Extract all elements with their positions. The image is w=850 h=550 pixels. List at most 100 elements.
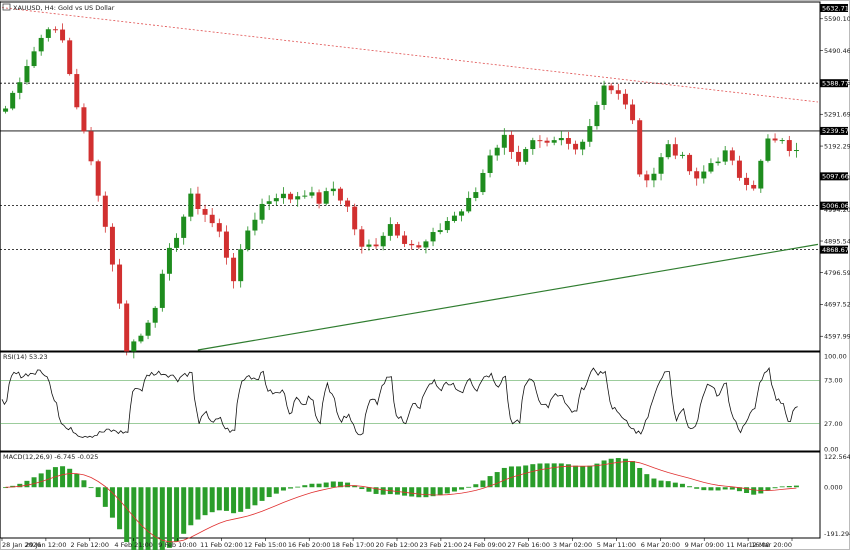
macd-bar xyxy=(273,487,279,494)
time-tick-label: 24 Feb 09:00 xyxy=(463,541,506,549)
time-tick-label: 4 Feb 21:00 xyxy=(114,541,153,549)
candle xyxy=(195,186,201,215)
macd-bar xyxy=(594,463,600,488)
candle xyxy=(501,128,507,155)
macd-bar xyxy=(394,487,400,495)
candle xyxy=(587,118,593,147)
macd-bar xyxy=(67,468,73,488)
macd-bar xyxy=(38,473,44,488)
macd-bar xyxy=(366,487,372,492)
candle xyxy=(380,232,386,251)
macd-bar xyxy=(679,483,685,488)
resistance-trendline[interactable] xyxy=(1,7,819,103)
candle xyxy=(637,118,643,177)
macd-bar xyxy=(81,480,87,488)
candle xyxy=(223,225,229,265)
candle xyxy=(736,155,742,181)
macd-bar xyxy=(145,487,151,550)
candle xyxy=(10,90,16,111)
candle xyxy=(708,158,714,174)
macd-bar xyxy=(487,476,493,488)
candle xyxy=(245,226,251,252)
candle xyxy=(779,137,785,144)
horizontal-levels xyxy=(0,82,820,251)
macd-bar xyxy=(352,485,358,488)
price-level-label: 4868.67 xyxy=(820,245,849,254)
macd-signal-line xyxy=(5,461,797,543)
macd-bar xyxy=(330,481,336,488)
macd-bar xyxy=(359,487,365,490)
macd-bar xyxy=(409,487,415,497)
candle xyxy=(74,68,80,110)
macd-bar xyxy=(131,487,137,550)
price-panel[interactable]: 5590.105490.465391.055291.695192.295093.… xyxy=(0,1,850,359)
candle xyxy=(38,34,44,56)
candlesticks xyxy=(3,23,799,359)
macd-bar xyxy=(223,487,229,511)
candle xyxy=(366,239,372,251)
rsi-levels xyxy=(0,380,820,424)
candle xyxy=(45,27,51,42)
macd-tick-label: -191.294 xyxy=(824,530,850,538)
macd-panel[interactable]: 122.564 0.000 -191.294 MACD(12,26,9) -6.74… xyxy=(0,451,850,550)
macd-bar xyxy=(231,487,237,514)
svg-text:5388.77: 5388.77 xyxy=(822,79,849,87)
macd-bar xyxy=(373,487,379,494)
time-tick-label: 27 Feb 16:00 xyxy=(507,541,550,549)
candle xyxy=(359,225,365,254)
trendlines xyxy=(1,7,819,351)
macd-bar xyxy=(744,487,750,493)
price-tick-label: 5192.29 xyxy=(824,142,850,150)
price-tick-label: 5291.69 xyxy=(824,111,850,119)
candle xyxy=(209,208,215,228)
macd-bar xyxy=(430,487,436,497)
macd-bar xyxy=(345,482,351,488)
time-tick-label: 6 Mar 20:00 xyxy=(641,541,680,549)
candle xyxy=(751,180,757,191)
macd-bar xyxy=(202,487,208,516)
candle xyxy=(758,159,764,193)
svg-text:5097.66: 5097.66 xyxy=(822,173,849,181)
candle xyxy=(409,240,415,250)
candle xyxy=(52,26,58,33)
time-tick-label: 5 Mar 11:00 xyxy=(597,541,636,549)
macd-bar xyxy=(309,483,315,488)
macd-bar xyxy=(195,487,201,520)
macd-bar xyxy=(537,463,543,488)
rsi-axis: 100.00 73.00 27.00 0.00 xyxy=(824,352,847,453)
macd-bar xyxy=(501,467,507,488)
candle xyxy=(387,217,393,241)
macd-bar xyxy=(459,487,465,490)
macd-bar xyxy=(437,487,443,496)
macd-bar xyxy=(751,487,757,495)
macd-bar xyxy=(402,487,408,496)
candle xyxy=(373,238,379,249)
candle xyxy=(138,333,144,344)
macd-bar xyxy=(266,487,272,498)
macd-bar xyxy=(651,478,657,488)
candle xyxy=(622,89,628,110)
macd-bar xyxy=(45,469,51,488)
candle xyxy=(88,126,94,166)
macd-bar xyxy=(380,487,386,495)
rsi-panel[interactable]: 100.00 73.00 27.00 0.00 RSI(14) 53.23 xyxy=(0,351,847,453)
candle xyxy=(394,221,400,239)
macd-bar xyxy=(665,481,671,488)
macd-bar xyxy=(245,487,251,509)
macd-bar xyxy=(508,466,514,488)
candle xyxy=(166,243,172,281)
macd-panel-border xyxy=(0,451,821,539)
macd-bar xyxy=(637,467,643,488)
candle xyxy=(252,212,258,236)
macd-bar xyxy=(174,487,180,542)
support-trendline[interactable] xyxy=(197,243,819,351)
macd-bar xyxy=(102,487,108,507)
macd-bar xyxy=(715,487,721,491)
chart-icon[interactable] xyxy=(2,3,11,11)
macd-bar xyxy=(416,487,422,498)
macd-bar xyxy=(444,487,450,494)
time-tick-label: 3 Mar 02:00 xyxy=(553,541,592,549)
macd-bar xyxy=(687,486,693,488)
